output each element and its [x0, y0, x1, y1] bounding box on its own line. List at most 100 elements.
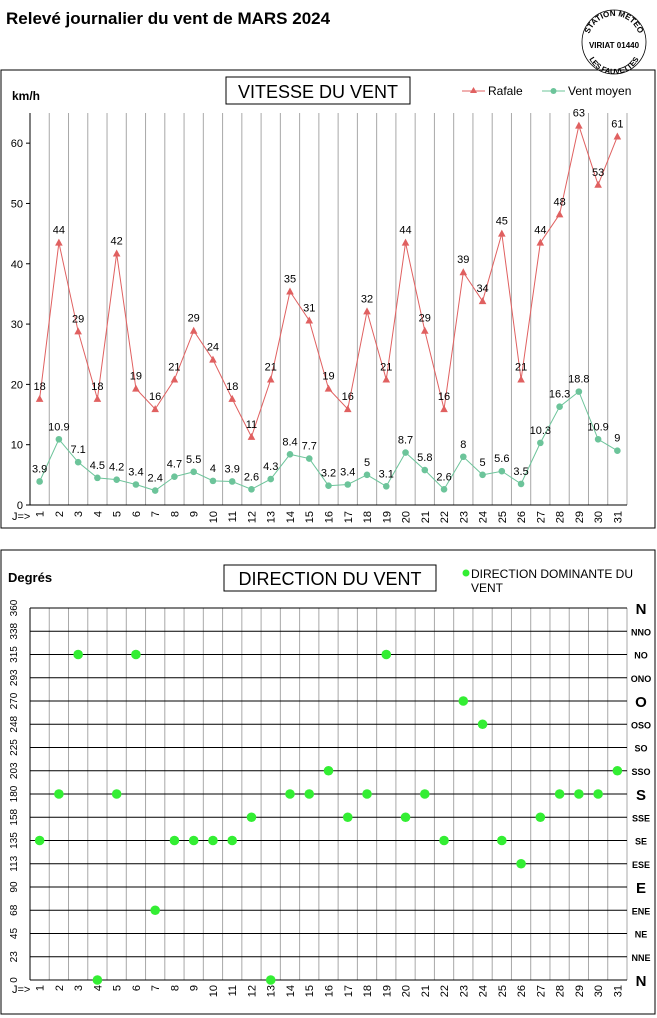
- direction-compass-label: N: [636, 601, 647, 618]
- direction-point: [54, 789, 64, 799]
- speed-x-tick-label: 13: [266, 511, 278, 523]
- speed-series-marks: 1844291842191621292418112135311916322144…: [32, 108, 623, 494]
- vent-moyen-point: [132, 481, 140, 488]
- vent-moyen-data-label: 7.1: [70, 444, 85, 456]
- direction-x-label: J=>: [12, 984, 30, 996]
- vent-moyen-point: [190, 468, 197, 476]
- direction-point: [497, 835, 507, 846]
- speed-x-tick-label: 17: [343, 511, 355, 523]
- direction-y-tick-label: 113: [9, 855, 20, 871]
- vent-moyen-data-label: 4.7: [167, 459, 182, 471]
- direction-y-unit-label: Degrés: [8, 570, 52, 585]
- direction-compass-label: ESE: [632, 860, 650, 870]
- direction-x-tick-label: 18: [362, 985, 374, 997]
- direction-point: [111, 789, 122, 799]
- rafale-point: [74, 327, 82, 335]
- vent-moyen-point: [421, 466, 429, 474]
- rafale-point: [401, 238, 410, 246]
- direction-x-tick-label: 11: [227, 985, 239, 996]
- rafale-point: [478, 297, 487, 305]
- direction-y-tick-label: 68: [9, 904, 20, 916]
- vent-moyen-data-label: 8.4: [282, 436, 297, 448]
- rafale-point: [555, 210, 564, 218]
- rafale-point: [459, 268, 468, 276]
- direction-x-tick-label: 4: [92, 985, 104, 991]
- direction-x-tick-label: 25: [497, 985, 509, 997]
- vent-moyen-point: [55, 435, 63, 443]
- speed-x-tick-label: 27: [535, 511, 547, 523]
- speed-x-tick-label: 26: [516, 511, 528, 523]
- vent-moyen-data-label: 8.7: [398, 435, 413, 447]
- rafale-data-label: 18: [226, 381, 238, 393]
- rafale-data-label: 16: [342, 391, 354, 403]
- vent-moyen-data-label: 3.4: [340, 466, 355, 478]
- vent-moyen-data-label: 4: [210, 463, 216, 475]
- speed-y-tick-label: 30: [11, 319, 23, 331]
- direction-y-tick-label: 338: [9, 622, 20, 639]
- direction-legend: DIRECTION DOMINANTE DU VENT: [462, 567, 633, 595]
- vent-moyen-point: [151, 487, 159, 494]
- direction-chart-frame: [0, 549, 656, 1015]
- direction-compass-label: SO: [634, 744, 647, 754]
- direction-x-tick-label: 24: [478, 985, 490, 997]
- direction-point: [593, 789, 603, 799]
- direction-x-tick-label: 2: [54, 985, 66, 991]
- direction-point: [458, 696, 469, 706]
- direction-x-tick-label: 14: [285, 985, 297, 997]
- rafale-point: [35, 394, 44, 402]
- rafale-point: [420, 326, 429, 334]
- rafale-data-label: 42: [111, 236, 123, 248]
- speed-x-tick-label: 18: [362, 511, 374, 523]
- speed-x-label: J=>: [12, 511, 30, 523]
- rafale-point: [93, 394, 102, 402]
- vent-moyen-data-label: 3.5: [513, 466, 528, 478]
- vent-moyen-data-label: 2.6: [244, 471, 259, 483]
- direction-point: [131, 649, 141, 660]
- vent-moyen-point: [209, 477, 217, 485]
- direction-compass-label: SSE: [632, 813, 650, 823]
- direction-compass-label: ONO: [631, 674, 652, 684]
- vent-moyen-data-label: 9: [614, 433, 620, 445]
- rafale-point: [536, 238, 545, 246]
- speed-x-tick-label: 10: [208, 511, 220, 523]
- direction-point: [554, 789, 565, 799]
- direction-point: [265, 975, 276, 985]
- speed-x-tick-label: 28: [555, 511, 567, 523]
- direction-compass-label: E: [636, 880, 646, 897]
- vent-moyen-data-label: 3.9: [32, 463, 47, 475]
- direction-x-tick-label: 28: [555, 985, 567, 997]
- speed-x-tick-label: 1: [35, 511, 47, 517]
- rafale-data-label: 21: [168, 362, 180, 374]
- vent-moyen-data-label: 4.3: [263, 461, 278, 473]
- speed-x-tick-label: 4: [92, 511, 104, 517]
- direction-y-tick-label: 0: [9, 977, 20, 983]
- direction-title-box: [223, 564, 437, 592]
- rafale-data-label: 11: [246, 419, 257, 431]
- vent-moyen-data-label: 3.2: [321, 468, 336, 480]
- vent-moyen-point: [517, 480, 525, 488]
- direction-x-tick-label: 16: [324, 985, 336, 997]
- rafale-data-label: 19: [130, 371, 142, 383]
- rafale-point: [247, 432, 256, 440]
- speed-x-tick-label: 22: [439, 511, 451, 523]
- direction-x-tick-label: 20: [401, 985, 413, 997]
- rafale-data-label: 48: [553, 196, 565, 208]
- vent-moyen-point: [363, 471, 371, 479]
- rafale-data-label: 61: [611, 119, 623, 131]
- page-title: Relevé journalier du vent de MARS 2024: [6, 9, 331, 28]
- vent-moyen-point: [402, 449, 409, 456]
- rafale-data-label: 31: [303, 302, 315, 314]
- rafale-point: [517, 375, 525, 383]
- vent-moyen-point: [305, 455, 313, 462]
- station-stamp-logo: STATION METEO VIRIAT 01440 LES FAUVETTES: [581, 9, 647, 76]
- direction-y-tick-label: 203: [9, 762, 20, 779]
- speed-x-tick-label: 6: [131, 511, 143, 517]
- rafale-point: [266, 375, 275, 383]
- rafale-point: [55, 238, 63, 246]
- vent-moyen-data-label: 5.6: [494, 453, 509, 465]
- direction-x-tick-label: 3: [73, 985, 85, 991]
- direction-point: [439, 835, 449, 846]
- rafale-data-label: 44: [399, 225, 411, 237]
- vent-moyen-data-label: 4.5: [90, 460, 105, 472]
